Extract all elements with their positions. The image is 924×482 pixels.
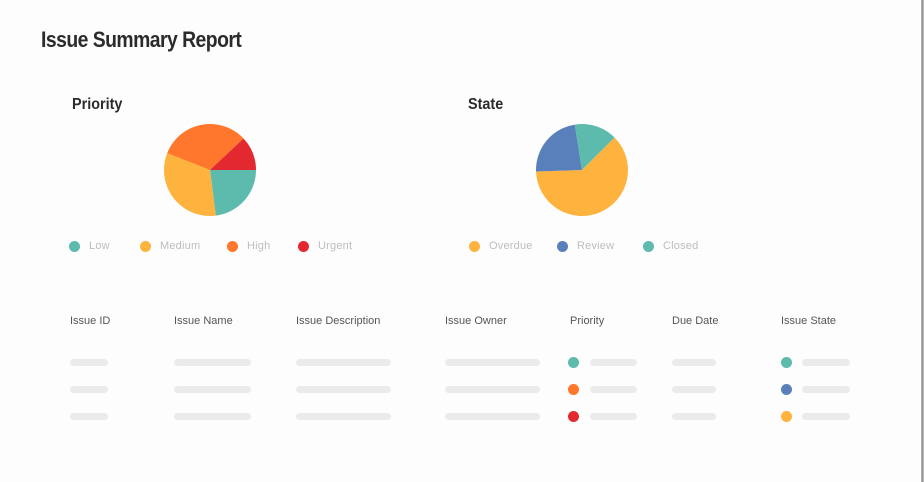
legend-dot-high <box>227 240 238 252</box>
legend-dot-urgent <box>298 240 309 252</box>
priority-high-dot-icon <box>568 384 579 395</box>
state-overdue-dot-icon <box>781 411 792 422</box>
state-review-dot-icon <box>781 384 792 395</box>
legend-dot-review <box>557 240 568 252</box>
issue-owner-placeholder <box>445 386 540 393</box>
legend-item-review: Review <box>557 238 614 254</box>
legend-label: High <box>247 240 271 252</box>
legend-label: Low <box>89 240 110 252</box>
pie-slice-review <box>535 124 582 172</box>
column-header-issue-name[interactable]: Issue Name <box>174 315 233 327</box>
issue-owner-placeholder <box>445 359 540 366</box>
pie-slice-closed <box>574 124 615 170</box>
state-legend: Overdue Review Closed <box>469 238 729 254</box>
column-header-issue-state[interactable]: Issue State <box>781 315 837 327</box>
table-row[interactable] <box>0 407 921 427</box>
priority-chart-title: Priority <box>72 96 123 113</box>
pie-slice-medium <box>163 153 216 217</box>
issue-description-placeholder <box>296 386 391 393</box>
pie-slice-urgent <box>210 138 256 170</box>
legend-item-medium: Medium <box>140 238 200 254</box>
priority-urgent-dot-icon <box>568 411 579 422</box>
priority-placeholder <box>590 386 637 393</box>
issue-state-placeholder <box>802 359 850 366</box>
legend-label: Overdue <box>489 240 533 252</box>
issue-state-placeholder <box>802 413 850 420</box>
priority-pie-chart <box>163 124 256 217</box>
issue-id-placeholder <box>70 413 108 420</box>
table-row[interactable] <box>0 380 921 400</box>
column-header-issue-id[interactable]: Issue ID <box>70 315 111 327</box>
legend-item-urgent: Urgent <box>298 238 352 254</box>
issue-state-placeholder <box>802 386 850 393</box>
issue-description-placeholder <box>296 413 391 420</box>
page-title: Issue Summary Report <box>41 27 242 52</box>
priority-placeholder <box>590 359 637 366</box>
issue-id-placeholder <box>70 386 108 393</box>
legend-dot-medium <box>140 240 151 252</box>
column-header-issue-description[interactable]: Issue Description <box>296 315 381 327</box>
issue-description-placeholder <box>296 359 391 366</box>
issue-id-placeholder <box>70 359 108 366</box>
issue-name-placeholder <box>174 359 251 366</box>
legend-item-high: High <box>227 238 270 254</box>
priority-low-dot-icon <box>568 357 579 368</box>
column-header-due-date[interactable]: Due Date <box>672 315 719 327</box>
legend-dot-overdue <box>469 240 480 252</box>
legend-label: Urgent <box>318 240 353 252</box>
legend-label: Closed <box>663 240 699 252</box>
legend-item-low: Low <box>69 238 110 254</box>
legend-label: Medium <box>160 240 201 252</box>
pie-slice-overdue <box>536 137 628 216</box>
state-chart-title: State <box>468 96 504 113</box>
due-date-placeholder <box>672 386 716 393</box>
column-header-issue-owner[interactable]: Issue Owner <box>445 315 507 327</box>
issue-name-placeholder <box>174 413 251 420</box>
priority-legend: Low Medium High Urgent <box>69 238 369 254</box>
legend-item-closed: Closed <box>643 238 698 254</box>
issue-owner-placeholder <box>445 413 540 420</box>
due-date-placeholder <box>672 413 716 420</box>
priority-placeholder <box>590 413 637 420</box>
legend-label: Review <box>577 240 615 252</box>
column-header-priority[interactable]: Priority <box>570 315 605 327</box>
state-pie-chart <box>535 124 628 216</box>
pie-slice-high <box>167 124 244 170</box>
legend-dot-low <box>69 240 80 252</box>
legend-item-overdue: Overdue <box>469 238 533 254</box>
pie-slice-low <box>210 170 256 216</box>
legend-dot-closed <box>643 240 654 252</box>
state-closed-dot-icon <box>781 357 792 368</box>
due-date-placeholder <box>672 359 716 366</box>
issue-name-placeholder <box>174 386 251 393</box>
table-row[interactable] <box>0 353 921 373</box>
window-edge-divider <box>921 0 924 482</box>
